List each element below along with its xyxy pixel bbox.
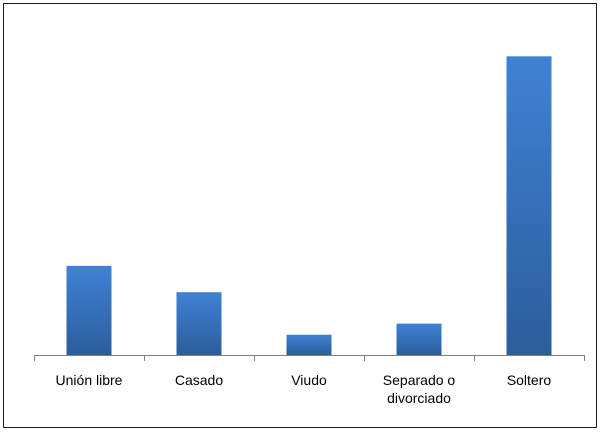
- category-label-line: Viudo: [291, 372, 327, 388]
- bar-0: [66, 265, 112, 355]
- bar-3: [396, 323, 442, 355]
- category-label-line: Unión libre: [56, 372, 123, 388]
- bars-layer: [66, 56, 552, 355]
- category-label-3: Separado o divorciado: [383, 372, 456, 406]
- bar-1: [176, 292, 222, 355]
- category-label-line: divorciado: [387, 390, 451, 406]
- category-label-2: Viudo: [291, 372, 327, 388]
- category-label-line: Casado: [175, 372, 223, 388]
- category-label-1: Casado: [175, 372, 223, 388]
- category-label-4: Soltero: [507, 372, 552, 388]
- chart-frame: Unión libre Casado Viudo Separado o divorcia…: [3, 3, 597, 428]
- category-label-line: Soltero: [507, 372, 552, 388]
- x-axis: [34, 355, 585, 361]
- category-label-line: Separado o: [383, 372, 456, 388]
- x-axis-labels: Unión libre Casado Viudo Separado o divorcia…: [56, 372, 552, 406]
- bar-4: [506, 56, 552, 355]
- bar-chart: Unión libre Casado Viudo Separado o divorcia…: [34, 56, 585, 406]
- bar-2: [286, 334, 332, 355]
- category-label-0: Unión libre: [56, 372, 123, 388]
